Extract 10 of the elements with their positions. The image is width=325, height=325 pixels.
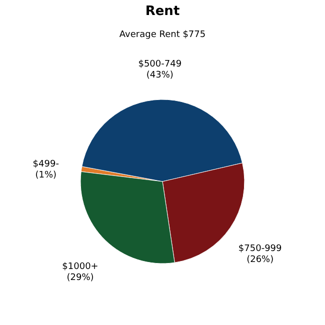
data-label: (43%) xyxy=(146,70,174,81)
data-label: (29%) xyxy=(66,273,94,284)
chart-title: Rent xyxy=(145,4,180,19)
slice-label: $500-749 xyxy=(138,60,182,70)
slice-label: $1000+ xyxy=(62,262,98,272)
slice-label: $750-999 xyxy=(238,244,282,254)
data-label: (26%) xyxy=(246,254,274,265)
data-label: (1%) xyxy=(35,170,57,181)
slice-label: $499- xyxy=(32,160,59,170)
chart-subtitle: Average Rent $775 xyxy=(119,30,206,40)
